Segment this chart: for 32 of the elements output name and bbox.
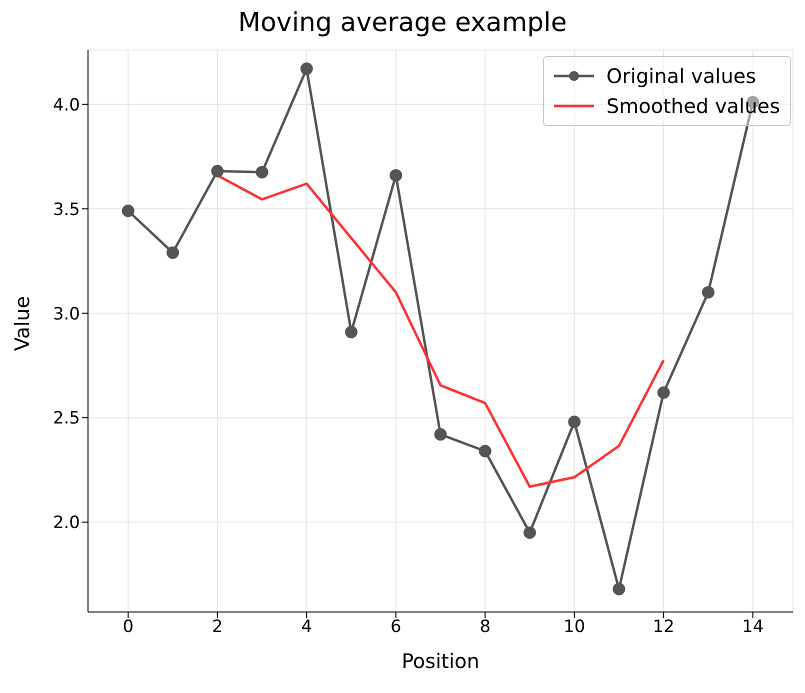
point: [256, 166, 268, 178]
point: [478, 444, 492, 458]
y-axis-title: Value: [10, 296, 34, 351]
point: [166, 246, 180, 259]
point: [300, 62, 313, 76]
point: [612, 582, 626, 596]
point: [345, 326, 358, 338]
x-tick-label: 8: [480, 617, 491, 638]
point: [122, 204, 134, 218]
chart-title: Moving average example: [237, 8, 568, 40]
y-tick-label: 3.5: [52, 200, 80, 220]
x-tick-label: 0: [122, 617, 134, 638]
y-tick-label: 2.0: [52, 513, 80, 534]
point: [523, 526, 536, 539]
legend-label: Smoothed values: [606, 94, 780, 118]
point: [434, 428, 447, 441]
y-tick-label: 4.0: [52, 95, 80, 116]
x-axis-title: Position: [402, 649, 480, 673]
x-tick-label: 10: [564, 617, 586, 638]
x-tick-label: 14: [742, 617, 764, 638]
y-tick-label: 3.0: [52, 304, 80, 324]
x-tick-label: 4: [301, 617, 312, 638]
point: [390, 169, 402, 182]
point: [702, 286, 714, 299]
point: [568, 416, 581, 428]
y-tick-label: 2.5: [52, 408, 80, 429]
legend-label: Original values: [606, 64, 756, 88]
point: [657, 386, 670, 399]
point: [211, 164, 224, 178]
x-tick-label: 12: [652, 617, 674, 638]
x-tick-label: 6: [390, 617, 402, 638]
x-tick-label: 2: [212, 617, 223, 638]
